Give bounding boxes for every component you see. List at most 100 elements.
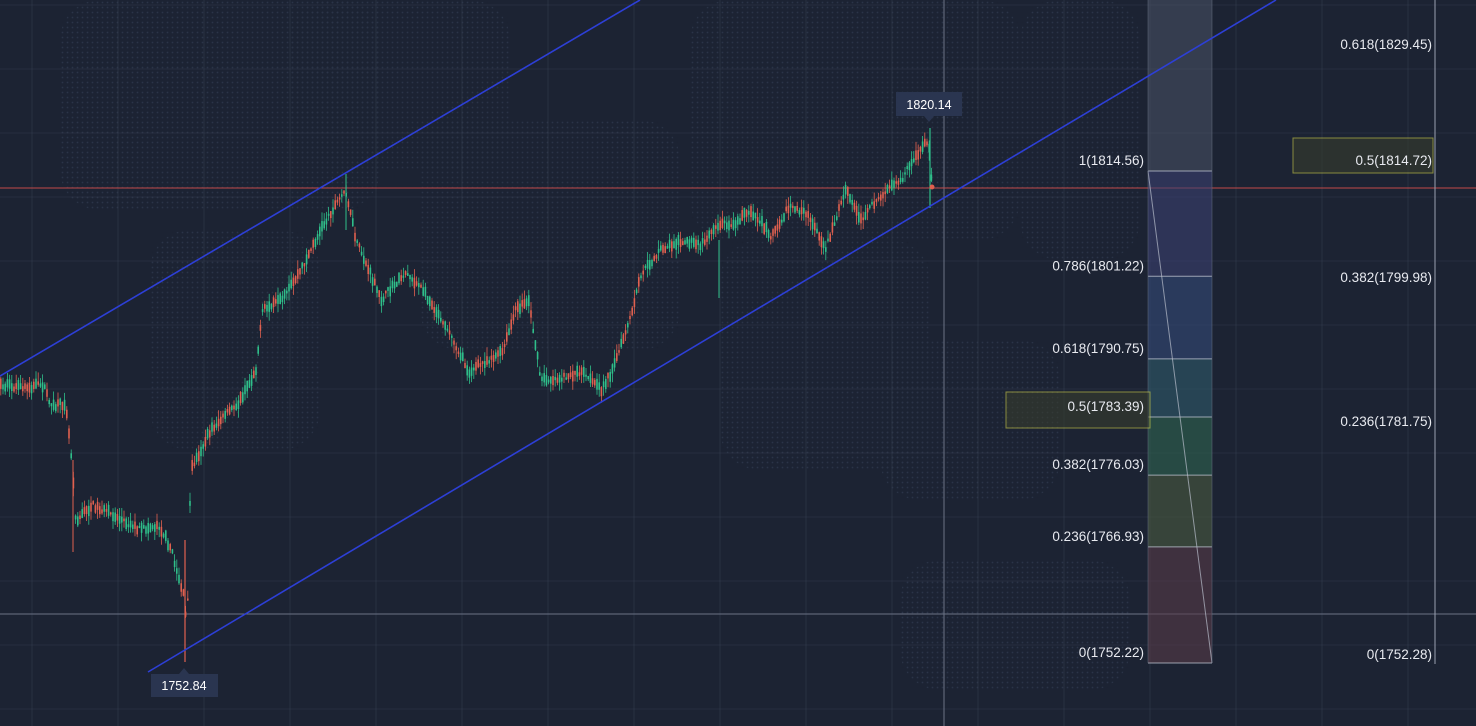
- candle-body-120: [264, 304, 266, 309]
- candle-body-83: [182, 589, 185, 596]
- candle-body-323: [710, 229, 713, 235]
- candle-body-192: [422, 287, 424, 296]
- candle-body-158: [347, 201, 350, 208]
- candle-body-68: [149, 523, 152, 533]
- candle-body-82: [180, 583, 182, 592]
- high-price-label: 1820.14: [906, 98, 951, 112]
- candle-body-104: [228, 406, 231, 415]
- candle-body-2: [4, 383, 6, 392]
- candle-body-108: [237, 400, 240, 410]
- candle-body-126: [277, 295, 279, 304]
- candle-body-166: [365, 260, 367, 266]
- candle-body-34: [74, 515, 77, 520]
- candle-body-94: [206, 428, 209, 439]
- candle-body-189: [415, 281, 418, 286]
- candle-body-280: [616, 353, 618, 361]
- candle-body-9: [19, 383, 22, 390]
- fib-zone-0.786: [1148, 276, 1212, 359]
- candle-body-156: [343, 190, 345, 194]
- candle-body-314: [690, 237, 693, 243]
- candle-body-258: [567, 373, 570, 380]
- candle-body-270: [594, 379, 596, 386]
- candle-body-208: [457, 351, 460, 354]
- candle-body-206: [453, 340, 455, 345]
- candle-body-23: [50, 403, 53, 407]
- candle-body-242: [532, 328, 534, 333]
- candle-body-144: [316, 234, 319, 240]
- candle-body-263: [578, 372, 581, 377]
- candle-body-193: [424, 286, 427, 297]
- candle-body-379: [833, 222, 836, 226]
- candle-body-179: [393, 281, 396, 289]
- fib-retracement-left[interactable]: [1147, 0, 1213, 664]
- candle-body-133: [292, 277, 295, 286]
- candle-body-1: [2, 384, 4, 390]
- candle-body-320: [704, 239, 706, 245]
- candle-body-327: [719, 220, 721, 231]
- candle-body-362: [796, 205, 798, 211]
- candle-body-341: [750, 206, 752, 218]
- candle-body-369: [811, 218, 814, 230]
- candle-body-417: [917, 150, 919, 160]
- candle-body-365: [803, 207, 805, 214]
- candle-body-5: [11, 383, 13, 392]
- candle-body-67: [147, 522, 149, 534]
- candle-body-394: [866, 207, 869, 213]
- candle-body-252: [554, 376, 556, 381]
- candle-body-358: [787, 205, 790, 214]
- candle-body-180: [396, 281, 398, 287]
- candle-body-143: [314, 238, 317, 248]
- candle-body-50: [110, 512, 112, 515]
- candle-body-159: [349, 209, 352, 215]
- parallel-channel[interactable]: [0, 0, 1277, 673]
- candle-body-190: [418, 283, 420, 288]
- candle-body-250: [550, 376, 552, 384]
- fib-left-label-0.382: 0.382(1776.03): [1052, 457, 1144, 472]
- candle-body-221: [486, 356, 488, 365]
- candle-body-389: [855, 205, 858, 216]
- candle-body-66: [145, 526, 147, 534]
- candle-body-199: [437, 309, 440, 319]
- candle-body-21: [46, 389, 48, 397]
- candle-body-54: [118, 515, 121, 524]
- channel-upper-line: [0, 0, 641, 377]
- candle-body-178: [391, 280, 394, 289]
- candle-body-191: [420, 284, 422, 288]
- low-price-tag: 1752.84: [151, 668, 218, 697]
- candle-body-168: [369, 267, 372, 275]
- candle-body-60: [132, 524, 134, 529]
- candle-body-378: [831, 222, 834, 233]
- candle-body-43: [94, 505, 97, 513]
- candle-body-78: [171, 549, 174, 554]
- fib-left-label-0.5: 0.5(1783.39): [1067, 399, 1144, 414]
- candle-body-30: [66, 409, 68, 419]
- candle-body-268: [589, 373, 592, 383]
- candle-body-200: [440, 317, 442, 322]
- candle-body-119: [261, 309, 264, 312]
- candle-body-176: [387, 287, 389, 291]
- candle-body-16: [35, 378, 37, 389]
- candle-body-416: [915, 150, 917, 161]
- candle-body-218: [479, 363, 482, 367]
- candle-body-209: [459, 352, 462, 361]
- candle-body-315: [693, 237, 695, 247]
- fib-extension-zone: [1148, 0, 1212, 171]
- candle-body-376: [827, 238, 829, 242]
- candle-body-132: [290, 279, 292, 289]
- candle-body-22: [48, 399, 50, 405]
- fib-right-label-0.5: 0.5(1814.72): [1355, 153, 1432, 168]
- fib-extension-right[interactable]: 0.618(1829.45) 0.5(1814.72) 0.382(1799.98)…: [1292, 0, 1436, 664]
- candle-body-400: [880, 194, 882, 201]
- fib-zone-0.618: [1148, 358, 1212, 417]
- candle-body-356: [783, 213, 785, 222]
- candle-body-371: [816, 228, 818, 234]
- candle-body-141: [310, 248, 312, 251]
- candle-body-346: [761, 216, 763, 227]
- candle-body-276: [607, 372, 609, 379]
- candle-body-397: [873, 201, 875, 209]
- candle-body-230: [506, 332, 508, 342]
- candle-body-421: [926, 141, 928, 146]
- candle-body-11: [24, 383, 26, 389]
- candle-body-105: [231, 405, 233, 411]
